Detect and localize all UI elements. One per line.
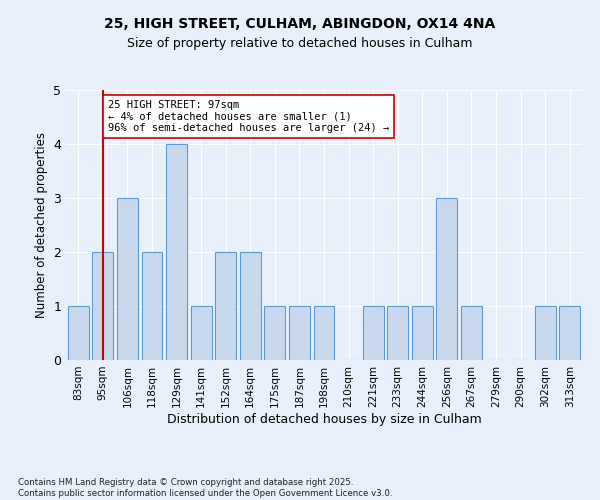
Bar (314, 306, 334, 360)
Bar (535, 306, 556, 360)
Bar (559, 306, 580, 360)
Bar (191, 306, 212, 360)
Bar (117, 198, 138, 360)
Bar (436, 198, 457, 360)
Text: Contains HM Land Registry data © Crown copyright and database right 2025.
Contai: Contains HM Land Registry data © Crown c… (18, 478, 392, 498)
Bar (68, 306, 89, 360)
Bar (215, 252, 236, 360)
Bar (412, 306, 433, 360)
Bar (289, 306, 310, 360)
Text: 25 HIGH STREET: 97sqm
← 4% of detached houses are smaller (1)
96% of semi-detach: 25 HIGH STREET: 97sqm ← 4% of detached h… (108, 100, 389, 133)
Bar (240, 252, 261, 360)
Bar (387, 306, 408, 360)
X-axis label: Distribution of detached houses by size in Culham: Distribution of detached houses by size … (167, 412, 481, 426)
Text: Size of property relative to detached houses in Culham: Size of property relative to detached ho… (127, 38, 473, 51)
Y-axis label: Number of detached properties: Number of detached properties (35, 132, 47, 318)
Bar (166, 144, 187, 360)
Bar (265, 306, 286, 360)
Text: 25, HIGH STREET, CULHAM, ABINGDON, OX14 4NA: 25, HIGH STREET, CULHAM, ABINGDON, OX14 … (104, 18, 496, 32)
Bar (461, 306, 482, 360)
Bar (142, 252, 163, 360)
Bar (362, 306, 383, 360)
Bar (92, 252, 113, 360)
